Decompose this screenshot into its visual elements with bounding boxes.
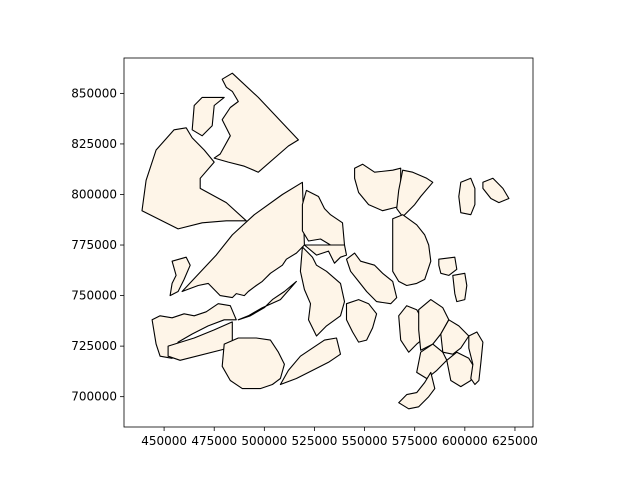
region-east-tall bbox=[452, 272, 468, 303]
x-tick-label: 550000 bbox=[342, 434, 388, 448]
region-nw-east bbox=[213, 72, 299, 173]
y-tick-label: 775000 bbox=[71, 238, 117, 252]
region-center-south bbox=[279, 337, 342, 386]
region-se-4 bbox=[440, 319, 470, 355]
y-tick-label: 700000 bbox=[71, 390, 117, 404]
region-river-center bbox=[345, 299, 378, 343]
x-axis: 450000 475000 500000 525000 550000 575000 6000… bbox=[141, 427, 538, 448]
region-east-mid bbox=[392, 214, 432, 287]
y-tick-label: 850000 bbox=[71, 86, 117, 100]
region-nw-large bbox=[141, 127, 247, 230]
y-tick-label: 800000 bbox=[71, 187, 117, 201]
y-tick-label: 825000 bbox=[71, 137, 117, 151]
region-far-east-a bbox=[458, 177, 476, 216]
y-tick-label: 750000 bbox=[71, 289, 117, 303]
x-tick-label: 500000 bbox=[241, 434, 287, 448]
region-mid-river bbox=[345, 252, 398, 305]
x-tick-label: 575000 bbox=[392, 434, 438, 448]
x-tick-label: 525000 bbox=[292, 434, 338, 448]
regions-layer bbox=[141, 72, 510, 410]
region-nw-north bbox=[191, 96, 225, 137]
x-tick-label: 450000 bbox=[141, 434, 187, 448]
region-se-bottom bbox=[398, 371, 436, 410]
region-center-thin bbox=[237, 280, 297, 321]
region-central-block bbox=[303, 244, 348, 264]
x-tick-label: 475000 bbox=[191, 434, 237, 448]
y-tick-label: 725000 bbox=[71, 339, 117, 353]
region-center-east bbox=[299, 246, 346, 337]
x-tick-label: 625000 bbox=[492, 434, 538, 448]
region-central-diagonal bbox=[181, 181, 305, 299]
region-se-3 bbox=[416, 343, 448, 380]
x-tick-label: 600000 bbox=[442, 434, 488, 448]
region-west-small bbox=[169, 256, 191, 297]
region-se-tip bbox=[468, 331, 484, 386]
region-far-east-b bbox=[482, 177, 510, 204]
region-ne-north2 bbox=[396, 169, 434, 218]
region-s-center-ring bbox=[221, 337, 285, 390]
region-east-small bbox=[438, 256, 458, 276]
y-axis: 700000 725000 750000 775000 800000 825000 8500… bbox=[71, 86, 124, 404]
